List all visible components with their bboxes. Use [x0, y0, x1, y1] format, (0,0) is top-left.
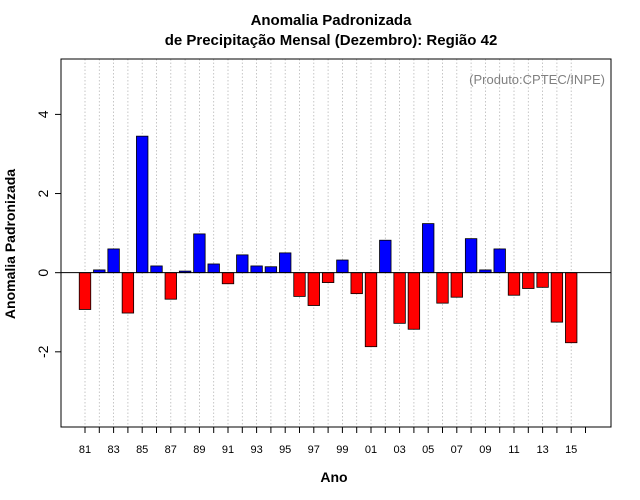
x-tick-label: 91 — [222, 444, 234, 456]
bar-10 — [493, 248, 506, 274]
bar-81 — [78, 272, 92, 310]
y-axis: -2 0 2 4 — [35, 110, 61, 358]
bar-08 — [464, 238, 478, 274]
bar-94 — [264, 266, 278, 274]
bar-96 — [293, 272, 306, 297]
bar-95 — [279, 252, 292, 274]
x-tick-label: 85 — [136, 444, 148, 456]
bar-07 — [450, 272, 463, 298]
bars — [78, 135, 578, 348]
x-tick-label: 83 — [107, 444, 119, 456]
x-axis: 81 83 85 87 89 91 93 95 97 99 01 03 05 07 09 11 13 15 — [79, 427, 586, 456]
x-tick-label: 99 — [336, 444, 348, 456]
chart-title-line2: de Precipitação Mensal (Dezembro): Regiã… — [165, 32, 498, 49]
bar-99 — [336, 259, 349, 274]
bar-91 — [221, 272, 235, 285]
x-tick-label: 81 — [79, 444, 91, 456]
x-tick-label: 09 — [479, 444, 491, 456]
x-tick-label: 03 — [393, 444, 405, 456]
plot-frame — [60, 58, 612, 428]
x-tick-label: 13 — [536, 444, 548, 456]
bar-97 — [307, 272, 320, 306]
bar-83 — [107, 248, 120, 274]
x-tick-label: 89 — [193, 444, 205, 456]
x-axis-label: Ano — [320, 469, 347, 485]
bar-98 — [321, 272, 335, 283]
bar-89 — [193, 233, 206, 274]
bar-84 — [121, 272, 135, 314]
bar-00 — [350, 272, 363, 295]
bar-15 — [565, 272, 578, 344]
bar-86 — [150, 265, 163, 274]
bar-05 — [422, 223, 435, 274]
bar-92 — [236, 254, 249, 274]
x-tick-label: 11 — [508, 444, 519, 456]
y-axis-label: Anomalia Padronizada — [2, 169, 18, 319]
bar-12 — [522, 272, 535, 289]
y-tick-label: 2 — [35, 189, 51, 197]
bar-01 — [364, 272, 378, 348]
bar-14 — [550, 272, 564, 323]
x-tick-label: 07 — [451, 444, 463, 456]
bar-11 — [507, 272, 521, 296]
x-tick-label: 97 — [308, 444, 320, 456]
bar-06 — [436, 272, 449, 304]
x-tick-label: 05 — [422, 444, 434, 456]
bar-13 — [536, 272, 549, 288]
y-tick-label: 4 — [35, 110, 51, 118]
bar-90 — [207, 263, 220, 274]
bar-85 — [136, 135, 149, 274]
source-annotation: (Produto:CPTEC/INPE) — [469, 72, 605, 87]
bar-04 — [407, 272, 421, 330]
bar-87 — [164, 272, 177, 300]
x-tick-label: 15 — [565, 444, 577, 456]
bar-02 — [379, 239, 392, 274]
x-tick-label: 87 — [165, 444, 177, 456]
x-tick-label: 93 — [250, 444, 262, 456]
x-tick-label: 01 — [365, 444, 377, 456]
bar-03 — [393, 272, 406, 324]
bar-93 — [250, 265, 263, 274]
chart-title-line1: Anomalia Padronizada — [251, 12, 413, 29]
x-tick-label: 95 — [279, 444, 291, 456]
grid-lines — [84, 59, 572, 427]
y-tick-label: 0 — [35, 269, 51, 277]
y-tick-label: -2 — [35, 345, 51, 358]
